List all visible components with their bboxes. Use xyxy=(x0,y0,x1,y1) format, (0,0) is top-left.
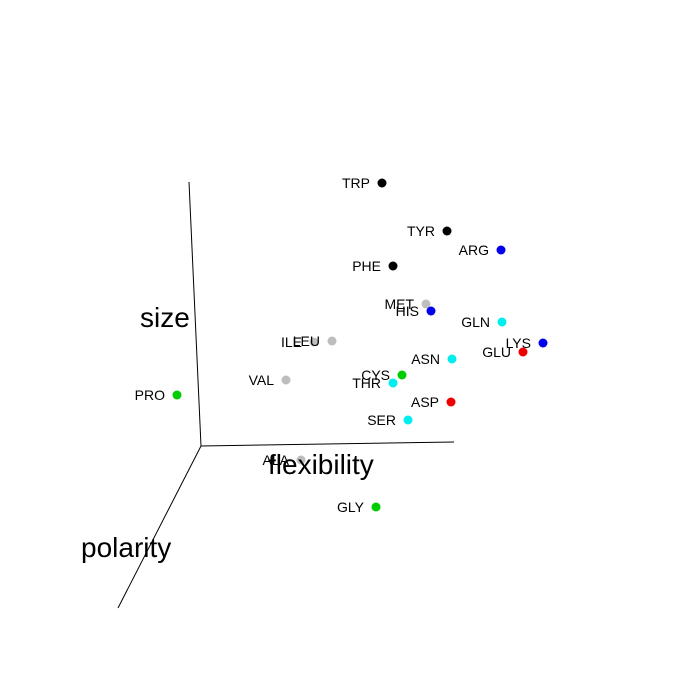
point-marker xyxy=(377,178,387,188)
data-point-ser: SER xyxy=(367,412,413,428)
data-point-tyr: TYR xyxy=(407,223,452,239)
point-label: VAL xyxy=(249,372,275,388)
data-point-leu: LEU xyxy=(293,333,337,349)
point-label: HIS xyxy=(396,303,419,319)
point-marker xyxy=(397,370,407,380)
data-point-met: MET xyxy=(384,296,431,312)
data-point-trp: TRP xyxy=(342,175,387,191)
point-label: CYS xyxy=(361,367,390,383)
point-label: ALA xyxy=(263,452,290,468)
point-marker xyxy=(538,338,548,348)
point-label: GLY xyxy=(337,499,365,515)
point-marker xyxy=(426,306,436,316)
data-point-cys: CYS xyxy=(361,367,407,383)
point-label: LYS xyxy=(506,335,531,351)
point-marker xyxy=(446,397,456,407)
point-marker xyxy=(281,375,291,385)
data-point-arg: ARG xyxy=(459,242,506,258)
point-label: ASN xyxy=(411,351,440,367)
point-marker xyxy=(296,455,306,465)
point-marker xyxy=(518,347,528,357)
point-label: ARG xyxy=(459,242,489,258)
point-marker xyxy=(403,415,413,425)
point-marker xyxy=(388,378,398,388)
axis-labels: size flexibility polarity xyxy=(81,302,374,563)
data-point-gly: GLY xyxy=(337,499,381,515)
data-point-phe: PHE xyxy=(352,258,398,274)
data-point-asn: ASN xyxy=(411,351,457,367)
point-label: ILE xyxy=(281,334,302,350)
point-label: SER xyxy=(367,412,396,428)
axes xyxy=(117,181,455,609)
point-marker xyxy=(497,317,507,327)
point-label: LEU xyxy=(293,333,320,349)
point-marker xyxy=(496,245,506,255)
point-marker xyxy=(327,336,337,346)
point-label: TRP xyxy=(342,175,370,191)
point-marker xyxy=(371,502,381,512)
flexibility-axis-label: flexibility xyxy=(268,449,374,480)
point-label: PRO xyxy=(135,387,165,403)
point-marker xyxy=(421,299,431,309)
point-marker xyxy=(442,226,452,236)
data-point-ala: ALA xyxy=(263,452,306,468)
data-point-ile: ILE xyxy=(281,334,319,350)
point-label: GLU xyxy=(482,344,511,360)
polarity-axis-label: polarity xyxy=(81,532,171,563)
point-label: THR xyxy=(352,375,381,391)
polarity-axis-line xyxy=(117,445,202,609)
data-point-gln: GLN xyxy=(461,314,507,330)
point-label: ASP xyxy=(411,394,439,410)
data-point-glu: GLU xyxy=(482,344,528,360)
data-point-thr: THR xyxy=(352,375,398,391)
data-point-val: VAL xyxy=(249,372,291,388)
point-marker xyxy=(447,354,457,364)
size-axis-line xyxy=(188,181,202,447)
point-marker xyxy=(309,337,319,347)
size-axis-label: size xyxy=(140,302,190,333)
point-label: GLN xyxy=(461,314,490,330)
point-label: PHE xyxy=(352,258,381,274)
point-label: MET xyxy=(384,296,414,312)
point-label: TYR xyxy=(407,223,435,239)
point-marker xyxy=(388,261,398,271)
data-point-pro: PRO xyxy=(135,387,182,403)
data-point-his: HIS xyxy=(396,303,436,319)
flexibility-axis-line xyxy=(200,441,455,447)
point-marker xyxy=(172,390,182,400)
data-point-asp: ASP xyxy=(411,394,456,410)
data-point-lys: LYS xyxy=(506,335,548,351)
